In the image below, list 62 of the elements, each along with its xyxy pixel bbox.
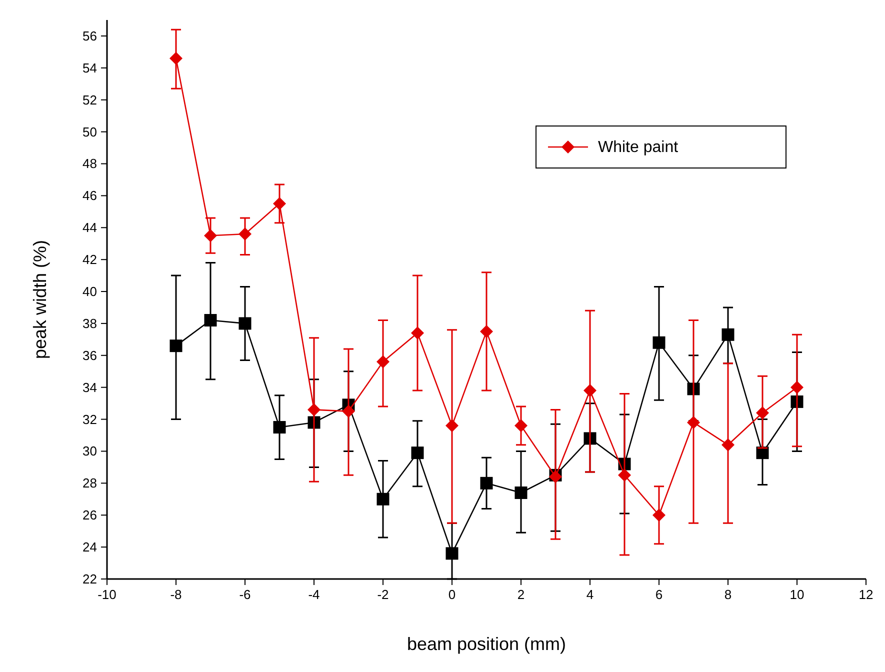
y-tick-label: 52 xyxy=(82,92,97,108)
x-tick-label: 0 xyxy=(448,587,456,602)
y-tick-label: 56 xyxy=(82,28,97,44)
point xyxy=(584,384,596,398)
y-tick-label: 54 xyxy=(82,60,97,76)
x-tick-label: 12 xyxy=(858,587,874,602)
x-tick-label: -4 xyxy=(308,587,320,602)
point xyxy=(514,419,528,432)
x-tick-label: -10 xyxy=(98,587,116,602)
point xyxy=(411,446,424,460)
x-tick-label: 2 xyxy=(517,587,525,602)
y-tick-label: 26 xyxy=(82,508,97,523)
y-tick-label: 36 xyxy=(82,348,97,363)
point xyxy=(273,421,286,434)
y-tick-label: 32 xyxy=(82,412,97,427)
point xyxy=(446,547,458,560)
x-tick-label: -2 xyxy=(377,587,389,602)
point xyxy=(687,416,700,429)
y-tick-label: 44 xyxy=(82,220,97,236)
x-tick-label: 4 xyxy=(586,587,594,602)
legend-label: White paint xyxy=(598,139,679,156)
y-tick-label: 42 xyxy=(82,252,97,268)
y-tick-label: 22 xyxy=(82,572,97,586)
y-tick-label: 46 xyxy=(82,188,97,204)
point xyxy=(480,324,493,338)
point xyxy=(273,197,286,210)
point xyxy=(376,355,390,368)
point xyxy=(790,380,804,394)
point xyxy=(170,52,182,65)
point xyxy=(204,314,217,327)
x-tick-label: 8 xyxy=(724,587,732,602)
point xyxy=(756,406,769,420)
x-tick-label: -8 xyxy=(170,587,182,602)
point xyxy=(480,476,493,490)
point xyxy=(722,438,734,452)
point xyxy=(238,317,252,330)
point xyxy=(204,229,217,242)
point xyxy=(652,508,666,522)
y-tick-label: 38 xyxy=(82,316,97,331)
y-tick-label: 40 xyxy=(82,284,97,300)
y-tick-label: 50 xyxy=(82,124,97,140)
point xyxy=(446,419,458,432)
point xyxy=(238,228,252,241)
y-axis-title: peak width (%) xyxy=(30,240,50,360)
x-tick-label: 10 xyxy=(790,587,804,602)
x-tick-label: -6 xyxy=(239,587,251,602)
y-tick-label: 48 xyxy=(82,156,97,172)
y-tick-label: 28 xyxy=(82,476,97,491)
x-axis-title: beam position (mm) xyxy=(406,634,566,654)
point xyxy=(722,328,734,341)
y-tick-label: 30 xyxy=(82,444,97,459)
point xyxy=(170,340,182,352)
point xyxy=(342,404,355,418)
point xyxy=(411,326,424,340)
x-tick-label: 6 xyxy=(655,587,663,602)
point xyxy=(308,403,320,416)
point xyxy=(618,468,631,482)
point xyxy=(376,492,390,506)
y-tick-label: 24 xyxy=(82,540,97,555)
point xyxy=(514,486,528,500)
point xyxy=(652,336,666,349)
y-tick-label: 34 xyxy=(82,380,97,395)
